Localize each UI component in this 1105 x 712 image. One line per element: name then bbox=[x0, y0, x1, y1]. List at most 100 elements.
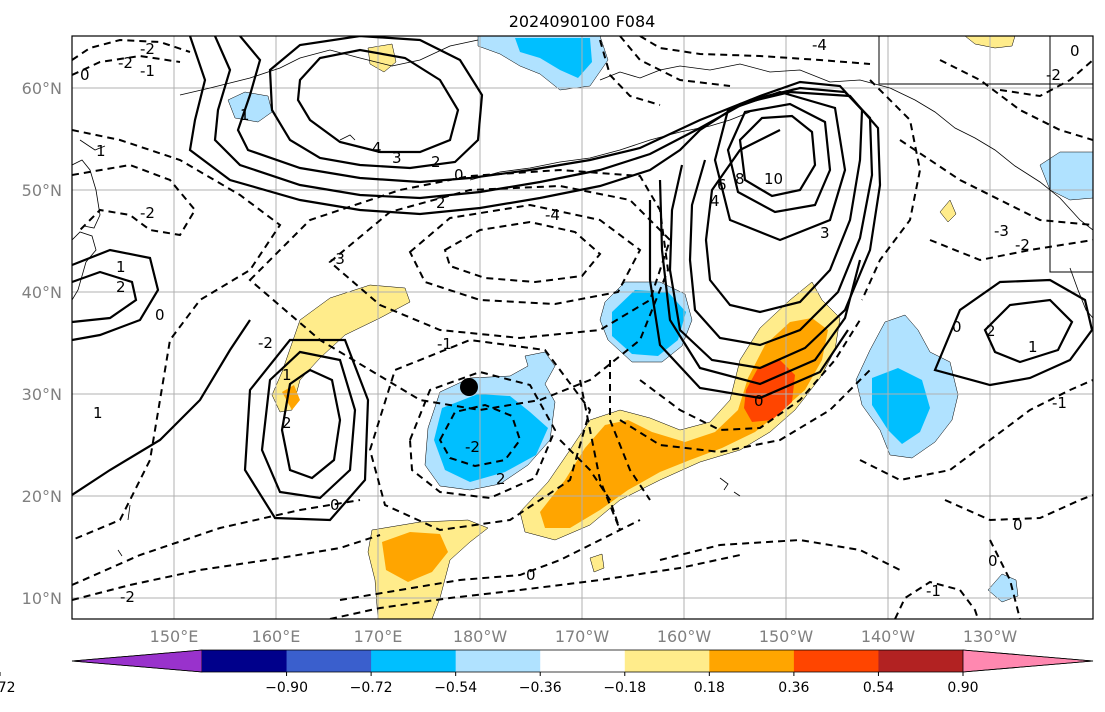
contour-neg-south-2 bbox=[72, 499, 361, 586]
map-content bbox=[72, 36, 1093, 619]
contour-neg-east-9 bbox=[894, 580, 979, 619]
contour-label: -1 bbox=[437, 335, 452, 353]
colorbar-segment bbox=[793, 650, 879, 672]
contour-neg-east-4 bbox=[939, 59, 1093, 141]
contour-pos-arc-3 bbox=[188, 36, 882, 370]
contour-label: 0 bbox=[526, 566, 536, 584]
contour-label: -1 bbox=[1052, 394, 1067, 412]
contour-neg-south-3 bbox=[339, 519, 641, 601]
contour-pos-arc-5 bbox=[648, 200, 849, 400]
contour-label: 1 bbox=[240, 106, 250, 124]
colorbar-frame bbox=[71, 649, 1094, 673]
contour-label: 2 bbox=[496, 470, 506, 488]
contour-label: -2 bbox=[140, 204, 155, 222]
contour-neg-south-6 bbox=[559, 439, 621, 531]
contour-neg-low-3 bbox=[408, 203, 642, 306]
colorbar-segment bbox=[709, 650, 795, 672]
lon-label: 150°W bbox=[759, 627, 814, 646]
contour-label: 0 bbox=[330, 496, 340, 514]
lat-label: 30°N bbox=[22, 385, 62, 404]
contour-neg-dateline-1 bbox=[438, 403, 522, 468]
contour-label: -3 bbox=[330, 250, 345, 268]
lat-label: 50°N bbox=[22, 181, 62, 200]
shade-lightblue-se bbox=[987, 573, 1019, 603]
shade-orange-band bbox=[540, 318, 828, 528]
colorbar-tick-label: 0.18 bbox=[694, 680, 725, 696]
contour-label: 2 bbox=[431, 153, 441, 171]
contour-label: -2 bbox=[1046, 66, 1061, 84]
coast-california bbox=[1069, 267, 1093, 319]
contour-label: 6 bbox=[717, 176, 727, 194]
contour-neg-east-1 bbox=[861, 79, 922, 301]
contour-label: 0 bbox=[155, 306, 165, 324]
graticule bbox=[72, 36, 1093, 619]
contour-label: 2 bbox=[282, 414, 292, 432]
contour-label: 1 bbox=[282, 366, 292, 384]
contour-label: -2 bbox=[118, 54, 133, 72]
contour-label: -2 bbox=[465, 438, 480, 456]
contour-neg-north-3 bbox=[599, 39, 661, 106]
coast-kamchatka bbox=[179, 39, 479, 96]
shade-orange-west bbox=[282, 385, 300, 410]
coast-hawaii bbox=[719, 477, 741, 497]
lon-label: 180°W bbox=[453, 627, 508, 646]
colorbar-tick-label: 0.54 bbox=[863, 680, 894, 696]
contour-label: 0 bbox=[754, 392, 764, 410]
contour-neg-west-1 bbox=[72, 129, 282, 541]
contour-label: 2 bbox=[986, 322, 996, 340]
contour-neg-north-1 bbox=[639, 36, 871, 65]
inset-box-e bbox=[1049, 36, 1093, 273]
figure-title: 2024090100 F084 bbox=[509, 12, 656, 31]
lon-label: 160°W bbox=[657, 627, 712, 646]
contour-label: 2 bbox=[436, 194, 446, 212]
contour-neg-south-5 bbox=[659, 538, 901, 571]
colorbar-extend-right bbox=[962, 649, 1094, 673]
contour-label: 1 bbox=[93, 404, 103, 422]
contour-pos-high-8 bbox=[726, 102, 832, 214]
shade-blue-dateline bbox=[434, 394, 548, 482]
contour-label: -4 bbox=[545, 206, 560, 224]
lon-label: 170°W bbox=[555, 627, 610, 646]
colorbar-segment bbox=[286, 650, 372, 672]
coast-islands bbox=[117, 504, 131, 557]
contour-label: -3 bbox=[994, 222, 1009, 240]
contour-neg-central-4 bbox=[619, 369, 871, 454]
colorbar: −0.90 −0.72 −0.54 −0.36 −0.18 0.18 0.36 0.54 0.7… bbox=[0, 649, 1094, 696]
lon-label: 170°E bbox=[354, 627, 403, 646]
contour-pos-arc-2 bbox=[213, 36, 874, 347]
contour-label: 0 bbox=[80, 66, 90, 84]
contour-label: 4 bbox=[710, 192, 720, 210]
colorbar-tick-label: 0.90 bbox=[947, 680, 978, 696]
contour-label: 0 bbox=[1013, 516, 1023, 534]
colorbar-segment bbox=[540, 650, 626, 672]
lon-label: 130°W bbox=[963, 627, 1018, 646]
contour-neg-south-1 bbox=[72, 534, 381, 601]
lat-label: 60°N bbox=[22, 79, 62, 98]
contour-pos-west-2 bbox=[260, 350, 357, 500]
contour-label: 0 bbox=[1070, 42, 1080, 60]
contour-label: -2 bbox=[140, 40, 155, 58]
contour-pos-high-6 bbox=[713, 90, 847, 242]
coast-sakhalin bbox=[72, 159, 101, 229]
coast-okhotsk bbox=[79, 139, 106, 151]
contour-neg-south-4 bbox=[329, 554, 741, 619]
colorbar-tick-label: −0.36 bbox=[519, 680, 562, 696]
contour-pos-west-3 bbox=[243, 338, 370, 522]
shade-yellow-e bbox=[939, 199, 957, 223]
contour-label: -1 bbox=[926, 582, 941, 600]
shade-orange-south bbox=[382, 532, 448, 582]
colorbar-segment bbox=[371, 650, 457, 672]
contour-pos-west-1 bbox=[280, 368, 342, 480]
lat-label: 20°N bbox=[22, 487, 62, 506]
contour-label: 8 bbox=[735, 170, 745, 188]
contour-pos-arc-1 bbox=[236, 36, 864, 314]
contour-label: 3 bbox=[392, 149, 402, 167]
coast-aleutian bbox=[469, 111, 751, 181]
contour-neg-central-3 bbox=[639, 319, 861, 432]
contour-label: 3 bbox=[820, 224, 830, 242]
colorbar-segment bbox=[878, 650, 964, 672]
contour-neg-low-1 bbox=[248, 168, 670, 412]
contour-neg-low-4 bbox=[443, 220, 602, 284]
contour-label: 4 bbox=[372, 139, 382, 157]
